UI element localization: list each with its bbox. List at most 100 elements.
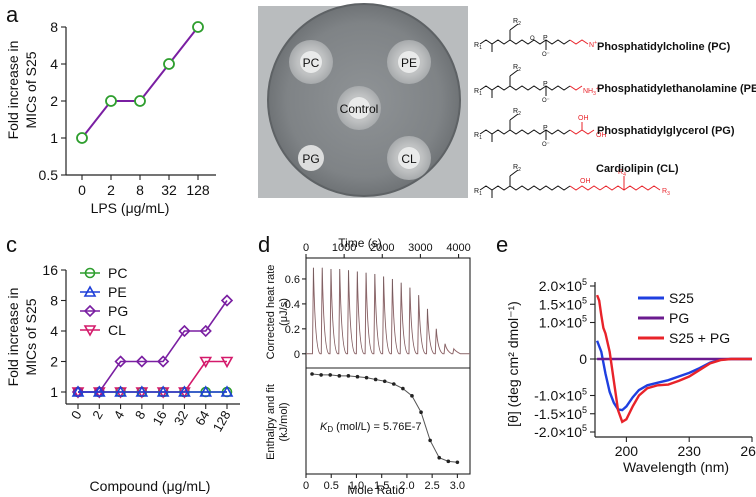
c-series-line-pg	[78, 300, 228, 393]
e-ytick-label: 1.5×105	[539, 295, 587, 312]
pc-r2: R2	[513, 18, 521, 27]
a-ytick-label: 2	[50, 93, 58, 109]
d-fit-curve	[312, 373, 458, 463]
c-point-pg	[71, 385, 85, 399]
cl-r3: R3	[662, 188, 670, 197]
d-bottom-ylabel-1: Enthalpy and fit	[265, 384, 277, 460]
a-ylabel-2: MICs of S25	[23, 51, 39, 128]
pc-ominus: O⁻	[542, 52, 550, 58]
cl-oh: OH	[580, 178, 591, 185]
d-enthalpy-point	[346, 374, 351, 378]
pe-backbone	[479, 85, 571, 91]
d-enthalpy-point	[373, 377, 378, 382]
d-bottom-xtick-label: 3.0	[450, 480, 465, 492]
e-ytick-label: 1.0×105	[539, 314, 587, 331]
structure-cl	[479, 169, 661, 198]
lipid-name-cl: Cardiolipin (CL)	[596, 163, 679, 175]
c-xtick-label: 32	[171, 408, 191, 428]
panel-c-chart: Fold increase in MICs of S25 Compound (μ…	[5, 262, 240, 494]
d-top-ytick-label: 0.6	[285, 274, 300, 286]
d-top-xtick-label: 4000	[446, 242, 470, 254]
a-xtick-label: 32	[161, 182, 177, 198]
e-legend-label-2: S25 + PG	[669, 330, 730, 346]
c-legend-label-pc: PC	[108, 265, 127, 281]
e-xtick-label: 200	[615, 443, 639, 459]
e-ytick-label: -1.0×105	[534, 387, 587, 404]
pc-p-label: P	[543, 35, 548, 42]
pg-oh-1: OH	[578, 115, 589, 122]
d-top-xlabel: Time (s)	[338, 236, 382, 250]
well-pe-label: PE	[401, 56, 417, 70]
well-pc-label: PC	[303, 56, 320, 70]
pg-r1: R1	[474, 132, 482, 141]
c-point-cl	[220, 356, 234, 369]
well-pc: PC	[289, 40, 333, 84]
a-xtick-label: 128	[186, 182, 210, 198]
well-cl-disc	[398, 147, 420, 169]
cl-backbone-right	[599, 185, 661, 191]
c-point-pg	[93, 385, 106, 399]
c-xtick-label: 0	[68, 408, 85, 422]
structure-pe	[479, 69, 583, 98]
a-data-point	[163, 58, 175, 70]
a-series-line	[81, 26, 199, 139]
a-xtick-label: 2	[107, 182, 115, 198]
d-enthalpy-point	[455, 460, 460, 465]
c-point-pe	[92, 385, 106, 397]
d-bottom-xtick-label: 1.0	[349, 480, 364, 492]
pc-r2-bond	[509, 23, 519, 31]
d-enthalpy-point	[401, 386, 405, 391]
c-ytick-label: 1	[50, 384, 58, 400]
well-pe-disc	[398, 51, 420, 73]
c-point-cl	[199, 356, 213, 369]
d-top-ylabel-1: Corrected heat rate	[265, 265, 277, 360]
a-ytick-label: 0.5	[39, 167, 59, 183]
pg-oh-2: OH	[596, 132, 607, 139]
a-ytick-label: 8	[50, 19, 58, 35]
d-enthalpy-point	[410, 394, 414, 398]
pe-r1: R1	[474, 88, 482, 97]
c-xlabel: Compound (μg/mL)	[90, 478, 211, 494]
pc-backbone	[479, 39, 571, 45]
c-point-pg	[157, 355, 170, 368]
pe-ominus: O⁻	[542, 98, 550, 104]
c-point-pe	[178, 385, 191, 397]
a-data-point	[192, 21, 204, 33]
c-point-pe	[71, 385, 85, 397]
lipid-atom-labels: R1 R2 O P O⁻ N+ R1 R2 P O⁻ NH3+ R1 R2 P …	[474, 18, 670, 197]
d-frame	[305, 257, 471, 475]
well-pg: PG	[298, 145, 324, 171]
c-xtick-label: 4	[111, 408, 128, 422]
c-legend-label-pg: PG	[108, 303, 128, 319]
e-ytick-label: -2.0×105	[534, 423, 587, 440]
lipid-structures	[479, 23, 661, 198]
cl-bridge	[569, 185, 601, 191]
e-ylabel: [θ] (deg cm² dmol⁻¹)	[505, 301, 521, 427]
c-point-pg	[220, 294, 234, 307]
pc-o-label: O	[530, 36, 535, 42]
pe-headgroup	[569, 85, 583, 91]
d-enthalpy-point	[392, 382, 396, 386]
d-thermogram-baseline	[306, 267, 470, 355]
well-control-disc	[348, 97, 370, 119]
e-xtick-label: 230	[678, 443, 702, 459]
a-xtick-label: 0	[78, 182, 86, 198]
d-enthalpy-point	[419, 410, 423, 415]
pg-r2: R2	[513, 108, 521, 117]
well-control-label: Control	[340, 102, 379, 116]
c-ytick-label: 8	[50, 293, 58, 309]
panel-a-chart: Fold increase in MICs of S25 LPS (μg/mL)…	[5, 19, 216, 216]
well-cl-label: CL	[401, 152, 417, 166]
cl-r4: R4	[618, 169, 626, 178]
d-top-xtick-label: 2000	[370, 242, 394, 254]
panel-e-chart: [θ] (deg cm² dmol⁻¹) Wavelength (nm) 2.0…	[505, 277, 756, 475]
e-xlabel: Wavelength (nm)	[623, 459, 729, 475]
e-ytick-label: 0	[579, 351, 587, 367]
c-xtick-label: 2	[89, 408, 106, 422]
structure-pc	[479, 23, 589, 52]
d-enthalpy-point	[446, 459, 451, 464]
d-top-ytick-label: 0	[294, 349, 300, 361]
d-enthalpy-point	[328, 373, 333, 377]
pg-backbone	[479, 129, 571, 135]
